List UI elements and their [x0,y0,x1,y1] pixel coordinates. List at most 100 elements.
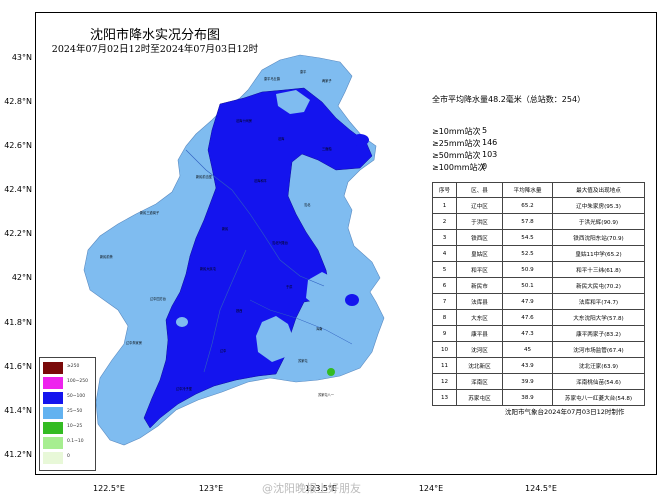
table-row: 6 新民市 50.1 新民大民屯(70.2) [432,277,645,294]
table-row: 11 沈北新区 43.9 沈北汪家(63.9) [432,357,645,374]
lon-label: 122.5°E [93,484,125,493]
svg-text:苏家屯: 苏家屯 [298,358,308,363]
table-cell: 57.8 [502,213,553,230]
table-cell: 苏家屯区 [456,389,503,406]
svg-text:辽中: 辽中 [220,348,226,353]
count-label: ≥25mm站次 [432,139,481,148]
svg-text:新民大民屯: 新民大民屯 [200,266,217,271]
count-row: ≥10mm站次 5 [432,126,487,137]
table-cell: 1 [432,197,457,214]
lat-label: 42.8°N [4,97,32,106]
table-row: 5 和平区 50.9 和平十三纬(61.8) [432,261,645,278]
light-patch-north [276,90,310,114]
legend-label: 25~50 [67,409,83,414]
heavy-spot-northeast [351,134,369,146]
table-cell: 39.9 [502,373,553,390]
legend-item: 100~250 [43,377,93,389]
green-rain-spot [327,368,335,376]
svg-text:三面船: 三面船 [322,146,332,151]
table-cell: 7 [432,293,457,310]
table-cell: 康平两家子(83.2) [552,325,645,342]
table-cell: 新民大民屯(70.2) [552,277,645,294]
table-cell: 65.2 [502,197,553,214]
table-cell: 2 [432,213,457,230]
legend-swatch [43,452,63,464]
lat-label: 43°N [11,53,32,62]
table-cell: 10 [432,341,457,358]
svg-text:新民前当堡: 新民前当堡 [196,174,213,179]
table-cell: 和平区 [456,261,503,278]
table-cell: 8 [432,309,457,326]
count-label: ≥100mm站次 [432,163,486,172]
table-cell: 12 [432,373,457,390]
lat-label: 42.6°N [4,141,32,150]
svg-text:新民三道岗子: 新民三道岗子 [140,210,160,215]
road-line [249,299,353,345]
table-cell: 47.9 [502,293,553,310]
table-row: 7 法库县 47.9 法库和平(74.7) [432,293,645,310]
table-cell: 43.9 [502,357,553,374]
table-cell: 45 [502,341,553,358]
table-cell: 铁西区 [456,229,503,246]
table-cell: 4 [432,245,457,262]
column-header: 区、县 [456,182,503,198]
svg-text:两家子: 两家子 [322,78,332,83]
count-value: 0 [482,162,488,171]
legend: ≥250 100~250 50~100 25~50 10~25 0.1~10 0 [39,357,96,471]
lat-label: 41.8°N [4,318,32,327]
svg-text:法库: 法库 [278,136,285,141]
svg-text:法库十间房: 法库十间房 [236,118,252,123]
table-row: 13 苏家屯区 38.9 苏家屯八一红菱大台(54.8) [432,389,645,406]
table-cell: 沈河区 [456,341,503,358]
count-value: 5 [482,126,488,135]
count-row: ≥50mm站次 103 [432,150,497,161]
svg-text:辽中四方台: 辽中四方台 [150,296,166,301]
table-cell: 52.5 [502,245,553,262]
table-cell: 浑南区 [456,373,503,390]
table-cell: 和平十三纬(61.8) [552,261,645,278]
legend-label: 100~250 [67,379,88,384]
table-cell: 新民市 [456,277,503,294]
legend-swatch [43,362,63,374]
light-patch-south [256,316,294,362]
legend-swatch [43,407,63,419]
table-cell: 沈北汪家(63.9) [552,357,645,374]
column-header: 序号 [432,182,457,198]
table-cell: 5 [432,261,457,278]
table-cell: 大东区 [456,309,503,326]
table-row: 2 于洪区 57.8 于洪光辉(90.9) [432,213,645,230]
svg-text:新民: 新民 [222,226,228,231]
table-cell: 13 [432,389,457,406]
table-cell: 50.9 [502,261,553,278]
table-cell: 法库和平(74.7) [552,293,645,310]
table-cell: 辽中区 [456,197,503,214]
light-patch-east [306,272,340,308]
legend-swatch [43,377,63,389]
lat-label: 42.2°N [4,229,32,238]
table-cell: 11 [432,357,457,374]
table-cell: 苏家屯八一红菱大台(54.8) [552,389,645,406]
column-header: 平均降水量 [502,182,553,198]
river-line [185,149,325,287]
light-spot [176,317,188,327]
legend-swatch [43,422,63,434]
svg-text:辽中朱家房: 辽中朱家房 [126,340,142,345]
table-cell: 法库县 [456,293,503,310]
legend-item: 0.1~10 [43,437,93,449]
table-cell: 浑南桃仙苗(54.6) [552,373,645,390]
river-line-2 [203,249,247,373]
table-cell: 皇姑11中学(65.2) [552,245,645,262]
count-value: 146 [482,138,498,147]
count-row: ≥100mm站次 0 [432,162,488,173]
lat-label: 42.4°N [4,185,32,194]
svg-text:辽中冷子堡: 辽中冷子堡 [176,386,193,391]
table-cell: 辽中朱家房(95.3) [552,197,645,214]
table-cell: 于洪光辉(90.9) [552,213,645,230]
footer-credit: 沈阳市气象台2024年07月03日12时制作 [505,408,625,416]
lon-label: 123°E [198,484,224,493]
table-cell: 9 [432,325,457,342]
table-row: 3 铁西区 54.5 铁西沈阳东站(70.9) [432,229,645,246]
lat-label: 41.2°N [4,450,32,459]
table-cell: 大东沈阳大学(57.8) [552,309,645,326]
table-cell: 康平县 [456,325,503,342]
